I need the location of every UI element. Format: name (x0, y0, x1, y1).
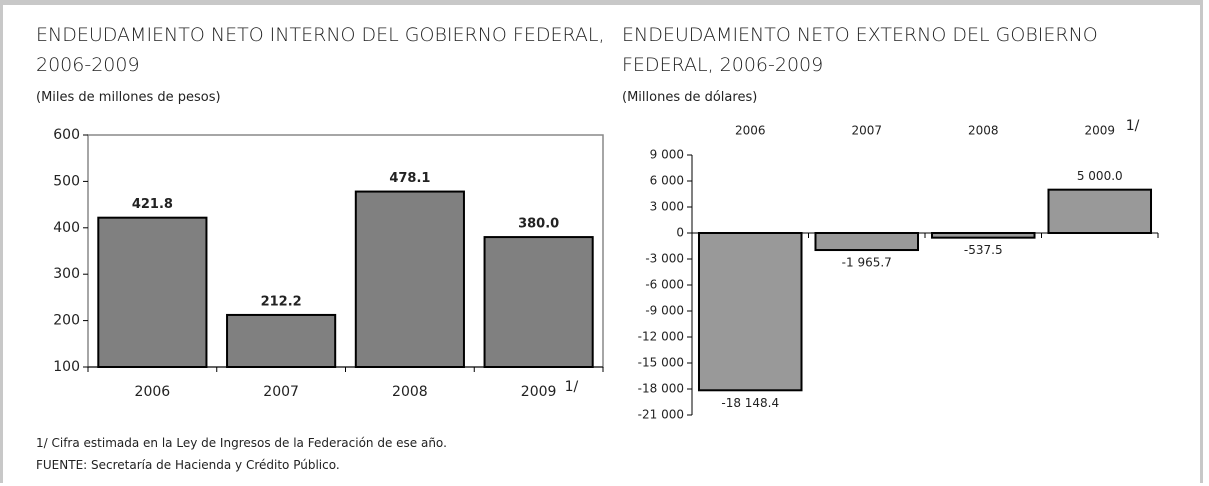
footnote: 1/ Cifra estimada en la Ley de Ingresos … (36, 436, 447, 450)
value-label: 421.8 (132, 197, 173, 212)
bar (814, 232, 920, 252)
y-tick-label: -15 000 (638, 356, 684, 370)
chart-title: ENDEUDAMIENTO NETO INTERNO DEL GOBIERNO … (36, 24, 605, 76)
bar (930, 232, 1036, 239)
y-tick-label: 600 (53, 127, 80, 143)
y-tick-label: -6 000 (645, 278, 684, 292)
y-tick-label: -21 000 (638, 408, 684, 422)
bar (483, 236, 594, 368)
x-tick-label: 2008 (392, 384, 428, 400)
y-tick-label: 0 (676, 226, 684, 240)
value-label: -1 965.7 (842, 256, 892, 270)
y-tick-label: 6 000 (650, 174, 684, 188)
y-tick-label: 9 000 (650, 148, 684, 162)
footnote-marker: 1/ (1126, 118, 1140, 134)
footnote-marker: 1/ (565, 379, 579, 395)
x-tick-label: 2007 (263, 384, 299, 400)
chart-title: ENDEUDAMIENTO NETO EXTERNO DEL GOBIERNO … (622, 24, 1098, 76)
x-tick-label: 2008 (968, 124, 999, 138)
y-tick-label: -9 000 (645, 304, 684, 318)
bar (97, 216, 208, 368)
y-tick-label: 400 (53, 220, 80, 236)
y-tick-label: 200 (53, 313, 80, 329)
value-label: 380.0 (518, 217, 559, 232)
bar (226, 313, 337, 369)
y-tick-label: -12 000 (638, 330, 684, 344)
x-tick-label: 2006 (735, 124, 766, 138)
chart-subtitle: (Miles de millones de pesos) (36, 90, 221, 105)
value-label: 478.1 (389, 171, 430, 186)
bar (1047, 188, 1153, 235)
value-label: 212.2 (261, 294, 302, 309)
x-tick-label: 2007 (851, 124, 882, 138)
y-tick-label: 300 (53, 266, 80, 282)
source-note: FUENTE: Secretaría de Hacienda y Crédito… (36, 458, 340, 472)
value-label: -537.5 (964, 243, 1003, 257)
x-tick-label: 2009 (521, 384, 557, 400)
x-tick-label: 2009 (1084, 124, 1115, 138)
value-label: -18 148.4 (721, 396, 779, 410)
y-tick-label: 100 (53, 359, 80, 375)
y-tick-label: -18 000 (638, 382, 684, 396)
chart-subtitle: (Millones de dólares) (622, 90, 758, 105)
y-tick-label: 3 000 (650, 200, 684, 214)
x-tick-label: 2006 (135, 384, 171, 400)
value-label: 5 000.0 (1077, 169, 1123, 183)
y-tick-label: -3 000 (645, 252, 684, 266)
bar (697, 232, 803, 392)
bar (354, 190, 465, 368)
y-tick-label: 500 (53, 173, 80, 189)
